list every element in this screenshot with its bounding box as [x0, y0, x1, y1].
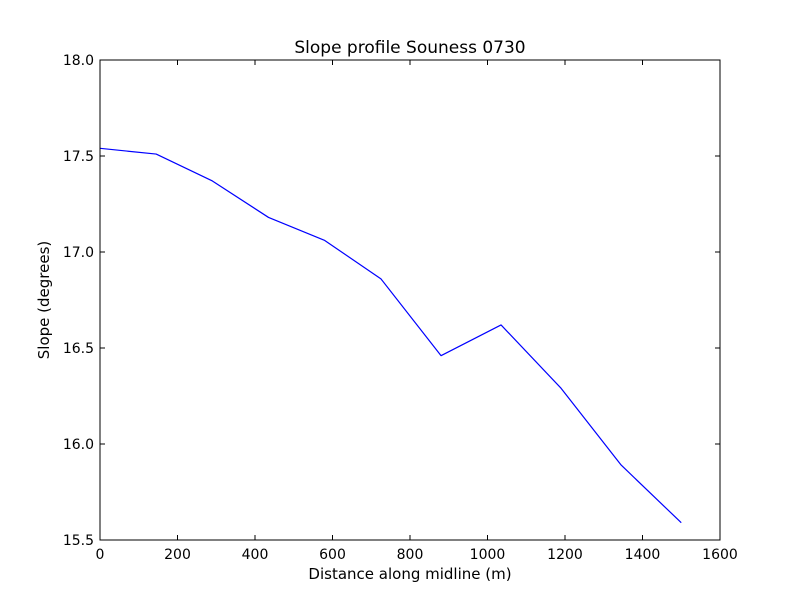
x-tick-label: 1000 — [470, 547, 506, 563]
x-tick-label: 1600 — [702, 547, 738, 563]
y-tick-label: 15.5 — [63, 533, 94, 549]
x-tick-label: 800 — [397, 547, 424, 563]
plot-area — [99, 147, 682, 524]
y-tick-label: 17.0 — [63, 245, 94, 261]
x-tick-label: 1400 — [625, 547, 661, 563]
plot-frame — [99, 59, 721, 541]
x-axis-label: Distance along midline (m) — [308, 565, 511, 583]
axis-ticks: 0 200 400 600 800 1000 1200 1400 1600 15.5 16.0 16.… — [63, 53, 738, 563]
y-tick-label: 17.5 — [63, 149, 94, 165]
y-tick-label: 16.0 — [63, 437, 94, 453]
y-tick-label: 16.5 — [63, 341, 94, 357]
x-tick-label: 600 — [319, 547, 346, 563]
x-tick-label: 200 — [164, 547, 191, 563]
y-tick-label: 18.0 — [63, 53, 94, 69]
y-axis-label: Slope (degrees) — [35, 241, 53, 359]
chart-title: Slope profile Souness 0730 — [294, 38, 525, 58]
x-tick-label: 0 — [96, 547, 105, 563]
x-tick-label: 400 — [242, 547, 269, 563]
series-line — [99, 147, 682, 524]
x-tick-label: 1200 — [547, 547, 583, 563]
